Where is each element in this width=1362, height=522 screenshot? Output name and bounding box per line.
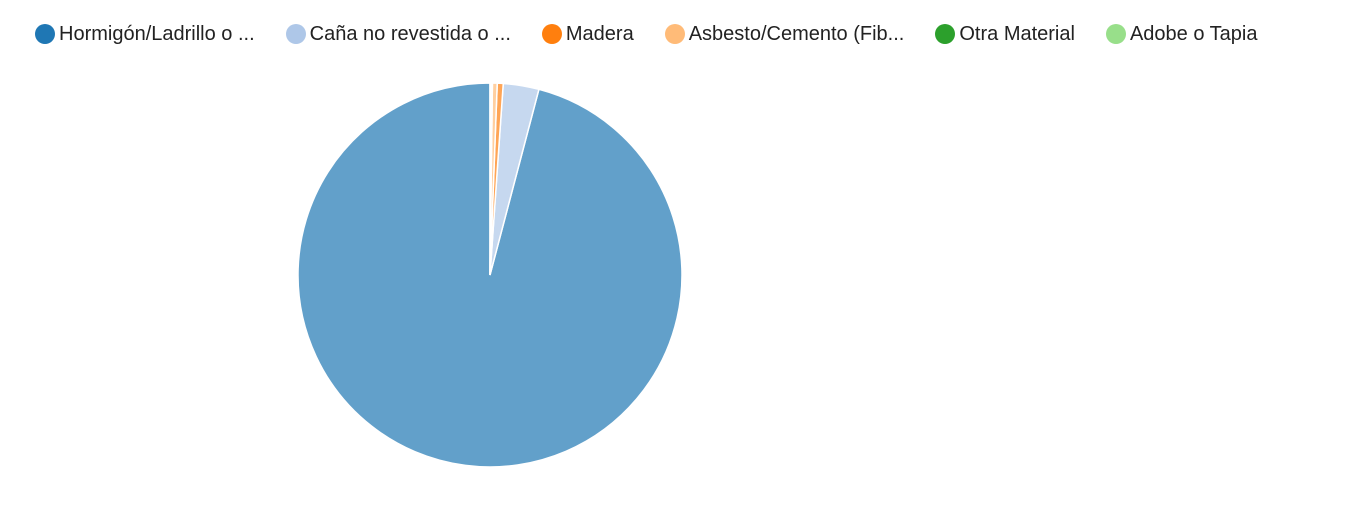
legend-swatch xyxy=(35,24,55,44)
legend-label: Adobe o Tapia xyxy=(1129,23,1258,45)
legend-item-hormigon[interactable]: Hormigón/Ladrillo o ... xyxy=(35,20,255,48)
legend-label: Hormigón/Ladrillo o ... xyxy=(59,23,255,45)
pie-slices xyxy=(297,82,683,468)
legend-label: Caña no revestida o ... xyxy=(309,23,511,45)
chart-legend: Hormigón/Ladrillo o ... Caña no revestid… xyxy=(35,20,1257,48)
legend-swatch xyxy=(285,24,306,44)
legend-label: Asbesto/Cemento (Fib... xyxy=(688,23,905,45)
slice-adobe[interactable] xyxy=(489,82,492,276)
legend-item-adobe[interactable]: Adobe o Tapia xyxy=(1105,20,1258,48)
legend-swatch xyxy=(664,24,685,44)
legend-swatch xyxy=(935,24,956,44)
legend-item-cana[interactable]: Caña no revestida o ... xyxy=(285,20,511,48)
legend-item-asbesto[interactable]: Asbesto/Cemento (Fib... xyxy=(664,20,905,48)
legend-swatch xyxy=(1105,24,1126,44)
legend-item-madera[interactable]: Madera xyxy=(541,20,634,48)
legend-swatch xyxy=(541,24,562,44)
legend-item-otra-material[interactable]: Otra Material xyxy=(935,20,1075,48)
legend-label: Otra Material xyxy=(959,23,1075,45)
legend-label: Madera xyxy=(565,23,634,45)
